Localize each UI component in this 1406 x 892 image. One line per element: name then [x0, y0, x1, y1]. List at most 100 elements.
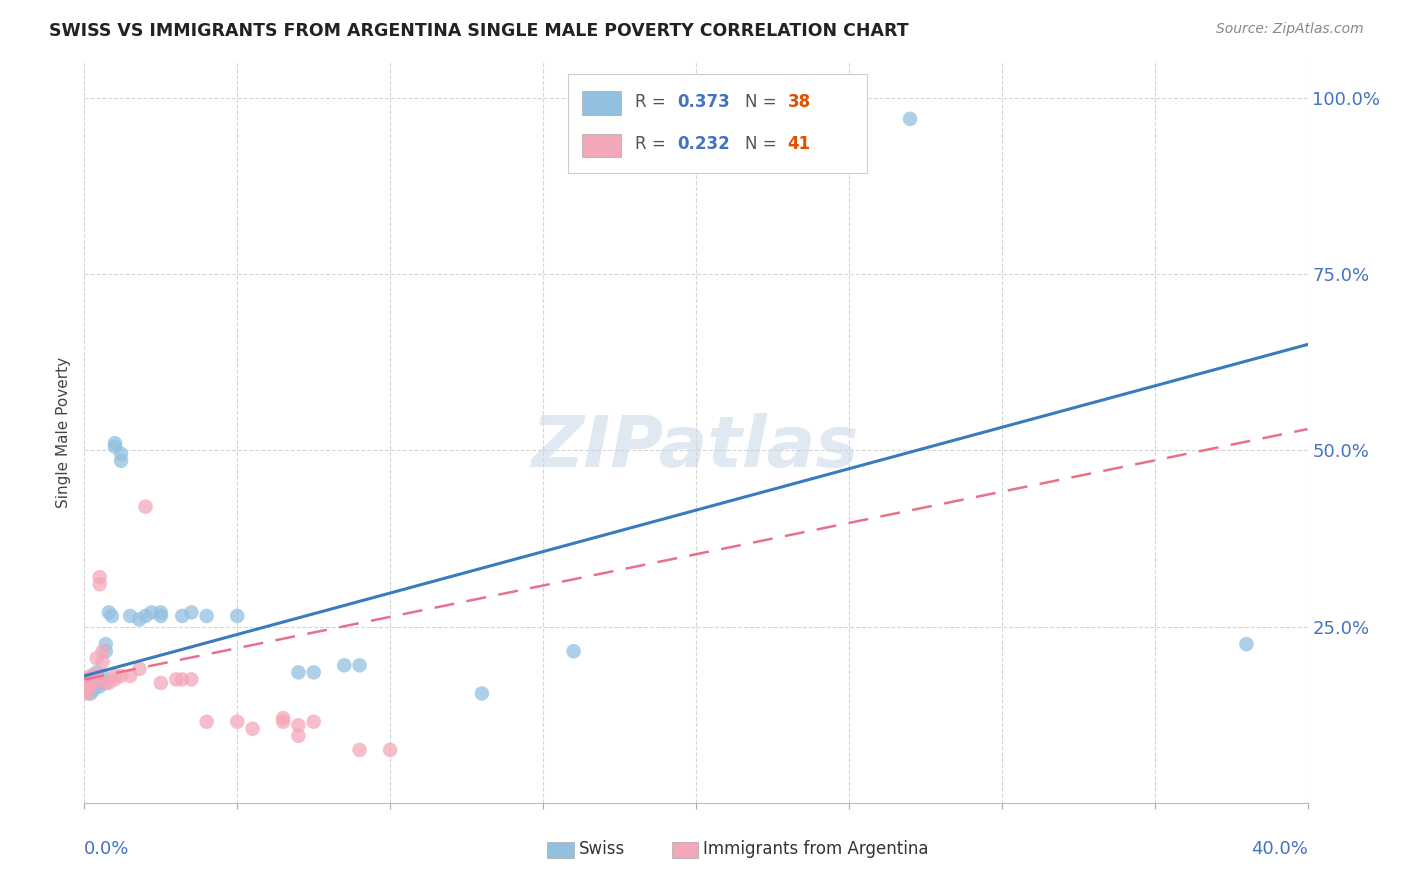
- Point: [97, 606, 120, 620]
- Text: 0.373: 0.373: [678, 93, 730, 111]
- Point: [89, 673, 111, 687]
- Point: [110, 669, 132, 683]
- Point: [226, 714, 249, 729]
- FancyBboxPatch shape: [582, 134, 621, 157]
- Point: [349, 743, 371, 757]
- Point: [128, 662, 150, 676]
- Point: [89, 680, 111, 694]
- Text: 38: 38: [787, 93, 811, 111]
- Point: [271, 714, 294, 729]
- Point: [76, 673, 98, 687]
- Text: 40.0%: 40.0%: [1251, 839, 1308, 858]
- Point: [73, 680, 96, 694]
- Point: [79, 680, 101, 694]
- Point: [271, 711, 294, 725]
- Point: [79, 669, 101, 683]
- Point: [83, 673, 105, 687]
- Point: [226, 609, 249, 624]
- Text: N =: N =: [745, 93, 782, 111]
- Point: [83, 669, 105, 683]
- Point: [287, 718, 309, 732]
- Text: Swiss: Swiss: [578, 839, 624, 858]
- Point: [128, 612, 150, 626]
- Point: [609, 91, 631, 105]
- Point: [287, 665, 309, 680]
- Point: [73, 683, 96, 698]
- FancyBboxPatch shape: [582, 91, 621, 115]
- Point: [287, 729, 309, 743]
- Point: [89, 570, 111, 584]
- Point: [86, 665, 108, 680]
- Point: [149, 676, 172, 690]
- Point: [302, 714, 325, 729]
- Point: [91, 655, 114, 669]
- Point: [807, 91, 830, 105]
- Text: R =: R =: [636, 135, 671, 153]
- Point: [135, 609, 157, 624]
- Point: [76, 686, 98, 700]
- Point: [104, 673, 127, 687]
- Point: [349, 658, 371, 673]
- Text: 41: 41: [787, 135, 811, 153]
- Point: [898, 112, 921, 126]
- Point: [120, 609, 142, 624]
- Point: [149, 609, 172, 624]
- FancyBboxPatch shape: [547, 842, 574, 858]
- Point: [380, 743, 402, 757]
- FancyBboxPatch shape: [672, 842, 699, 858]
- Point: [94, 637, 117, 651]
- Point: [79, 673, 101, 687]
- Point: [104, 440, 127, 454]
- Point: [97, 676, 120, 690]
- Point: [94, 644, 117, 658]
- Text: N =: N =: [745, 135, 782, 153]
- Point: [110, 447, 132, 461]
- Point: [333, 658, 356, 673]
- Text: 0.232: 0.232: [678, 135, 730, 153]
- Text: 0.0%: 0.0%: [84, 839, 129, 858]
- Point: [83, 676, 105, 690]
- Point: [180, 606, 202, 620]
- Text: Immigrants from Argentina: Immigrants from Argentina: [703, 839, 929, 858]
- Point: [120, 669, 142, 683]
- Point: [79, 686, 101, 700]
- Point: [83, 683, 105, 698]
- Text: R =: R =: [636, 93, 671, 111]
- Point: [172, 609, 194, 624]
- Point: [83, 673, 105, 687]
- Point: [91, 676, 114, 690]
- Point: [86, 676, 108, 690]
- Point: [180, 673, 202, 687]
- Point: [86, 651, 108, 665]
- Point: [101, 609, 124, 624]
- Point: [79, 676, 101, 690]
- Point: [104, 436, 127, 450]
- Point: [149, 606, 172, 620]
- Text: ZIPatlas: ZIPatlas: [533, 413, 859, 482]
- FancyBboxPatch shape: [568, 73, 868, 173]
- Point: [141, 606, 163, 620]
- Point: [302, 665, 325, 680]
- Point: [94, 676, 117, 690]
- Point: [86, 669, 108, 683]
- Text: SWISS VS IMMIGRANTS FROM ARGENTINA SINGLE MALE POVERTY CORRELATION CHART: SWISS VS IMMIGRANTS FROM ARGENTINA SINGL…: [49, 22, 908, 40]
- Point: [165, 673, 187, 687]
- Point: [89, 577, 111, 591]
- Point: [104, 669, 127, 683]
- Point: [110, 454, 132, 468]
- Y-axis label: Single Male Poverty: Single Male Poverty: [56, 357, 72, 508]
- Point: [562, 644, 585, 658]
- Point: [79, 680, 101, 694]
- Point: [242, 722, 264, 736]
- Point: [471, 686, 494, 700]
- Point: [195, 714, 218, 729]
- Text: Source: ZipAtlas.com: Source: ZipAtlas.com: [1216, 22, 1364, 37]
- Point: [91, 669, 114, 683]
- Point: [135, 500, 157, 514]
- Point: [195, 609, 218, 624]
- Point: [172, 673, 194, 687]
- Point: [76, 680, 98, 694]
- Point: [1236, 637, 1258, 651]
- Point: [76, 676, 98, 690]
- Point: [91, 644, 114, 658]
